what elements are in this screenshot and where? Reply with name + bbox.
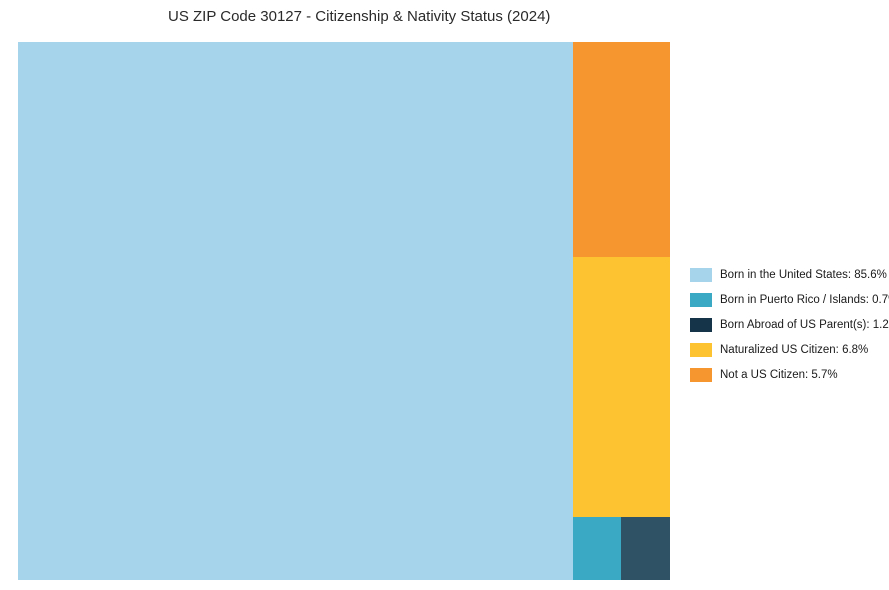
segment-born-abroad[interactable] — [621, 517, 670, 580]
legend-swatch-naturalized — [690, 343, 712, 357]
segment-not-us-citizen[interactable] — [573, 42, 670, 257]
segment-born-in-us[interactable] — [18, 42, 573, 580]
legend-swatch-us — [690, 268, 712, 282]
legend-label-us: Born in the United States: 85.6% — [720, 269, 887, 281]
legend-label-naturalized: Naturalized US Citizen: 6.8% — [720, 344, 868, 356]
segment-naturalized-citizen[interactable] — [573, 257, 670, 517]
legend-swatch-abroad — [690, 318, 712, 332]
chart-legend: Born in the United States: 85.6% Born in… — [690, 268, 880, 393]
legend-swatch-notcitizen — [690, 368, 712, 382]
legend-item-3[interactable]: Naturalized US Citizen: 6.8% — [690, 343, 880, 357]
legend-swatch-pr — [690, 293, 712, 307]
treemap-chart — [18, 42, 670, 580]
legend-item-0[interactable]: Born in the United States: 85.6% — [690, 268, 880, 282]
chart-title: US ZIP Code 30127 - Citizenship & Nativi… — [168, 8, 550, 25]
legend-label-pr: Born in Puerto Rico / Islands: 0.7% — [720, 294, 889, 306]
treemap-right-column — [573, 42, 670, 580]
legend-item-4[interactable]: Not a US Citizen: 5.7% — [690, 368, 880, 382]
legend-label-notcitizen: Not a US Citizen: 5.7% — [720, 369, 838, 381]
segment-born-puerto-rico[interactable] — [573, 517, 621, 580]
legend-item-2[interactable]: Born Abroad of US Parent(s): 1.2% — [690, 318, 880, 332]
legend-item-1[interactable]: Born in Puerto Rico / Islands: 0.7% — [690, 293, 880, 307]
legend-label-abroad: Born Abroad of US Parent(s): 1.2% — [720, 319, 889, 331]
